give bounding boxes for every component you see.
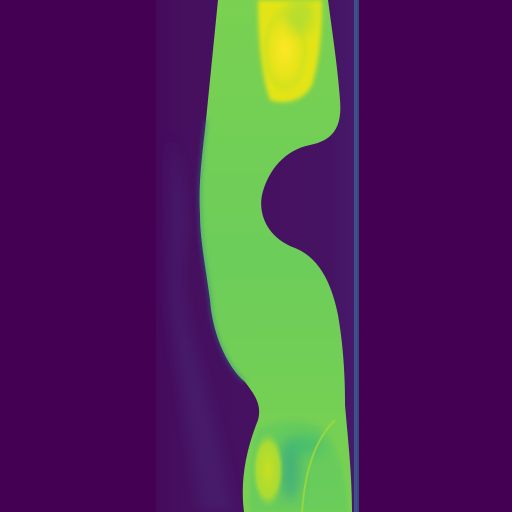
lower-shadow-spot-2 [287, 435, 323, 455]
top-dim-spot [286, 0, 314, 35]
lower-shadow-spot [280, 440, 300, 500]
soft-tissue-haze [168, 140, 235, 512]
strip-edge-highlight [357, 0, 359, 512]
tissue-left-edge [198, 119, 246, 384]
hot-spot-bottom [252, 432, 284, 508]
tissue-body [199, 0, 352, 512]
strip-edge-line [354, 0, 357, 512]
fold-line [301, 419, 336, 512]
